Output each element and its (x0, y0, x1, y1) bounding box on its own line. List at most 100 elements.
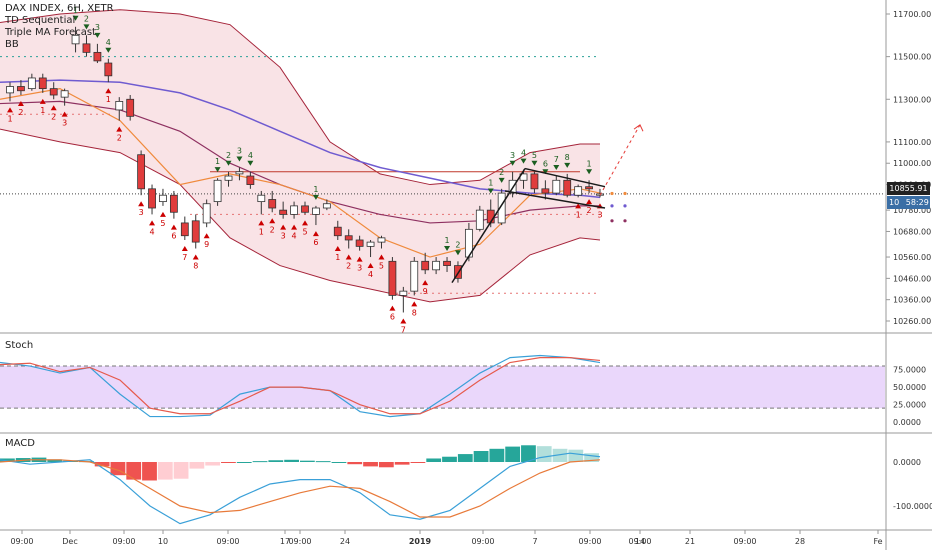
candle-body[interactable] (530, 173, 539, 190)
stoch-tick-label: 75.0000 (893, 366, 926, 375)
price-axis[interactable]: 11700.00 11500.00 11300.00 11100.00 11000.00… (886, 10, 931, 326)
candle-body[interactable] (235, 171, 244, 175)
td-sell-count: 2 (346, 262, 351, 271)
td-sell-count: 1 (259, 227, 264, 236)
td-sell-count: 9 (423, 287, 428, 296)
candle-body[interactable] (552, 179, 561, 194)
td-buy-triangle (531, 160, 538, 166)
td-buy-triangle (83, 24, 90, 30)
candle-body[interactable] (137, 154, 146, 190)
candle-body[interactable] (104, 62, 113, 77)
time-tick-label: 09:00 (288, 537, 311, 546)
candle-body[interactable] (148, 188, 156, 209)
candle-body[interactable] (333, 226, 342, 237)
td-sell-count: 4 (368, 270, 373, 279)
candle-body[interactable] (191, 220, 200, 243)
candle-body[interactable] (213, 179, 222, 203)
trendline-bottom[interactable] (504, 190, 606, 209)
macd-pane[interactable] (0, 445, 601, 525)
candle-body[interactable] (6, 86, 14, 94)
candle-body[interactable] (432, 260, 441, 271)
forecast-arrow-head (633, 124, 644, 132)
indicator-triple-ma[interactable]: Triple MA Forecast (5, 27, 96, 38)
candle-body[interactable] (574, 186, 583, 196)
candle-body[interactable] (290, 205, 298, 215)
candle-body[interactable] (421, 260, 430, 271)
candle-body[interactable] (322, 203, 331, 209)
td-sell-triangle (356, 256, 363, 262)
trendline-top[interactable] (524, 167, 606, 188)
candle-body[interactable] (585, 186, 593, 190)
macd-histogram-bar (536, 446, 552, 462)
stoch-title[interactable]: Stoch (5, 340, 34, 351)
candle-body[interactable] (246, 175, 255, 185)
candle-body[interactable] (126, 98, 135, 117)
candle-body[interactable] (159, 194, 167, 203)
td-sell-triangle (17, 101, 24, 107)
countdown-tag: 10 58:29 (887, 196, 930, 209)
td-buy-triangle (509, 160, 516, 166)
candle-body[interactable] (180, 222, 189, 237)
candle-body[interactable] (202, 203, 211, 224)
candle-body[interactable] (268, 199, 277, 209)
candle-body[interactable] (60, 90, 69, 98)
td-buy-count: 2 (84, 14, 89, 23)
time-tick-label: 21 (685, 537, 695, 546)
td-sell-triangle (302, 220, 308, 226)
macd-histogram-bar (0, 458, 15, 462)
candle-body[interactable] (312, 207, 320, 215)
candle-body[interactable] (82, 43, 91, 53)
last-price-tag: 10855.91 (887, 182, 930, 195)
time-tick-label: 14 (635, 537, 645, 546)
macd-title[interactable]: MACD (5, 438, 35, 449)
td-sell-triangle (411, 301, 418, 307)
candle-body[interactable] (399, 290, 408, 296)
indicator-td-sequential[interactable]: TD Sequential (5, 15, 76, 26)
candle-body[interactable] (93, 51, 102, 62)
candle-body[interactable] (388, 260, 397, 296)
candle-body[interactable] (38, 77, 47, 90)
bb-upper-line (0, 9, 600, 186)
candle-body[interactable] (497, 192, 506, 224)
candle-body[interactable] (563, 179, 572, 196)
candle-body[interactable] (71, 34, 80, 45)
candle-body[interactable] (49, 88, 58, 96)
candle-body[interactable] (224, 175, 233, 181)
stoch-tick-label: 25.0000 (893, 401, 926, 410)
candle-body[interactable] (257, 194, 266, 203)
td-sell-triangle (400, 318, 407, 324)
macd-histogram-bar (142, 462, 157, 481)
candle-body[interactable] (366, 241, 375, 247)
candle-body[interactable] (443, 260, 451, 266)
candle-body[interactable] (355, 239, 364, 247)
td-sell-count: 3 (357, 264, 362, 273)
td-buy-count: 5 (532, 151, 537, 160)
indicator-bb[interactable]: BB (5, 39, 19, 50)
td-buy-triangle (236, 156, 243, 162)
trendline-up[interactable] (451, 168, 526, 284)
macd-histogram-bar (300, 460, 315, 462)
td-sell-triangle (61, 111, 68, 117)
candle-body[interactable] (27, 77, 36, 90)
candle-body[interactable] (410, 260, 419, 292)
candle-body[interactable] (169, 194, 178, 213)
time-tick-label: Dec (62, 537, 77, 546)
macd-tick-label: 0.0000 (893, 458, 921, 467)
symbol-title[interactable]: DAX INDEX, 6H, XETR (5, 3, 114, 14)
macd-histogram-bar (426, 458, 442, 462)
stoch-pane[interactable] (0, 354, 885, 418)
candle-body[interactable] (279, 209, 288, 215)
candle-body[interactable] (475, 209, 484, 230)
candle-body[interactable] (301, 205, 309, 213)
candle-body[interactable] (541, 188, 550, 194)
candle-body[interactable] (377, 237, 386, 243)
candle-body[interactable] (17, 86, 25, 92)
candle-body[interactable] (115, 101, 124, 111)
forecast-dot (610, 191, 614, 196)
macd-histogram-bar (331, 462, 347, 463)
candle-body[interactable] (344, 235, 353, 241)
